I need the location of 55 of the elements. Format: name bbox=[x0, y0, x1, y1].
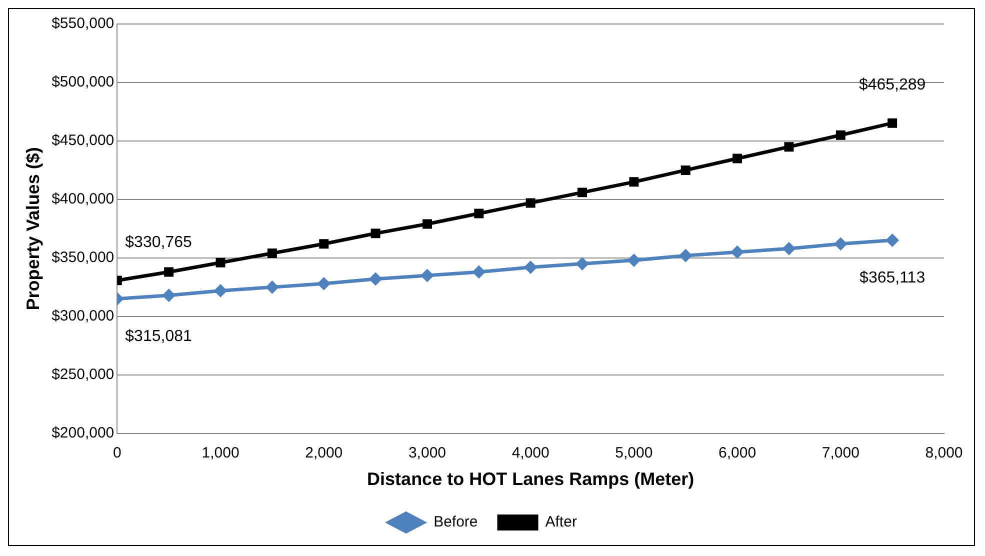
x-tick-label: 0 bbox=[112, 444, 122, 462]
point bbox=[576, 257, 589, 270]
x-tick-label: 6,000 bbox=[718, 444, 756, 462]
x-tick-label: 1,000 bbox=[202, 444, 240, 462]
point bbox=[369, 272, 382, 286]
point bbox=[524, 260, 538, 274]
x-tick-label: 4,000 bbox=[512, 444, 550, 462]
data-label: $465,289 bbox=[858, 76, 926, 94]
point bbox=[834, 237, 848, 250]
point bbox=[627, 254, 640, 267]
y-tick-label: $250,000 bbox=[52, 366, 114, 384]
point bbox=[886, 234, 899, 247]
point bbox=[216, 258, 226, 268]
point bbox=[888, 118, 898, 128]
legend-label: After bbox=[545, 514, 577, 531]
legend-label: Before bbox=[434, 514, 478, 531]
point bbox=[162, 288, 176, 302]
y-axis-title: Property Values ($) bbox=[22, 147, 43, 310]
point bbox=[629, 177, 639, 187]
point bbox=[422, 219, 432, 229]
x-tick-label: 7,000 bbox=[822, 444, 860, 462]
point bbox=[680, 165, 690, 175]
x-tick-label: 2,000 bbox=[305, 444, 343, 462]
data-label: $330,765 bbox=[125, 234, 192, 251]
y-tick-label: $450,000 bbox=[52, 132, 114, 150]
x-tick-label: 3,000 bbox=[408, 444, 446, 462]
y-tick-label: $400,000 bbox=[52, 190, 114, 208]
point bbox=[214, 284, 228, 298]
y-tick-label: $500,000 bbox=[52, 74, 114, 91]
x-tick-label: 8,000 bbox=[925, 444, 963, 462]
data-label: $365,113 bbox=[860, 270, 926, 287]
data-label: $315,081 bbox=[125, 328, 192, 346]
point bbox=[730, 246, 744, 259]
point bbox=[472, 265, 486, 278]
point bbox=[266, 280, 279, 294]
x-tick-label: 5,000 bbox=[615, 444, 653, 462]
y-tick-label: $200,000 bbox=[52, 424, 114, 442]
point bbox=[164, 267, 174, 277]
point bbox=[474, 208, 484, 218]
point bbox=[420, 268, 434, 282]
y-tick-label: $300,000 bbox=[52, 308, 114, 325]
x-axis-title: Distance to HOT Lanes Ramps (Meter) bbox=[367, 469, 694, 490]
point bbox=[679, 249, 692, 262]
point bbox=[319, 239, 329, 249]
point bbox=[578, 188, 587, 198]
y-tick-label: $550,000 bbox=[52, 15, 114, 32]
point bbox=[317, 277, 330, 290]
point bbox=[526, 198, 536, 208]
point bbox=[370, 228, 380, 238]
point bbox=[784, 142, 794, 152]
point bbox=[782, 242, 796, 256]
point bbox=[732, 154, 742, 164]
point bbox=[267, 248, 277, 258]
y-tick-label: $350,000 bbox=[52, 249, 114, 266]
point bbox=[836, 130, 846, 140]
